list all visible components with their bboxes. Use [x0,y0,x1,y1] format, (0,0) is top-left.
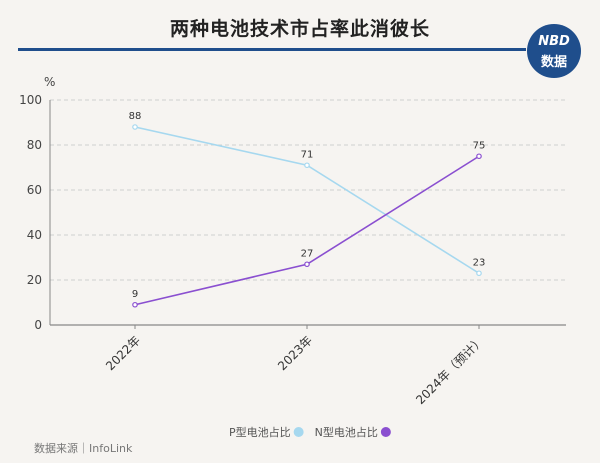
data-label: 9 [132,289,138,300]
y-tick-label: 20 [27,273,42,287]
data-label: 23 [473,257,486,268]
data-point [132,124,138,130]
legend-label: N型电池占比 [315,425,378,439]
y-tick-label: 100 [19,93,42,107]
legend-marker [380,427,391,437]
y-tick-label: 80 [27,138,42,152]
legend-label: P型电池占比 [229,425,291,439]
data-label: 88 [129,111,142,122]
nbd-logo: NBD 数据 [527,24,581,78]
y-axis-label: % [44,75,55,89]
x-tick-label: 2023年 [275,333,315,373]
series-line-2 [134,155,480,306]
logo-text-top: NBD [538,34,570,49]
logo-text-bottom: 数据 [540,55,567,70]
chart-title: 两种电池技术市占率此消彼长 [169,18,430,40]
y-tick-label: 40 [27,228,42,242]
y-tick-label: 0 [34,318,42,332]
x-tick-label: 2024年（预计） [413,333,487,407]
x-tick-label: 2022年 [103,333,143,373]
data-label: 27 [301,248,314,259]
data-source: 数据来源｜InfoLink [34,442,133,455]
data-point [304,162,310,169]
data-label: 71 [301,149,314,160]
legend-marker [293,427,304,437]
data-point [476,270,482,277]
data-point [132,301,138,308]
data-label: 75 [473,140,486,151]
y-tick-label: 60 [27,183,42,197]
data-point [476,153,482,160]
data-point [304,261,310,268]
title-underline [18,48,526,51]
